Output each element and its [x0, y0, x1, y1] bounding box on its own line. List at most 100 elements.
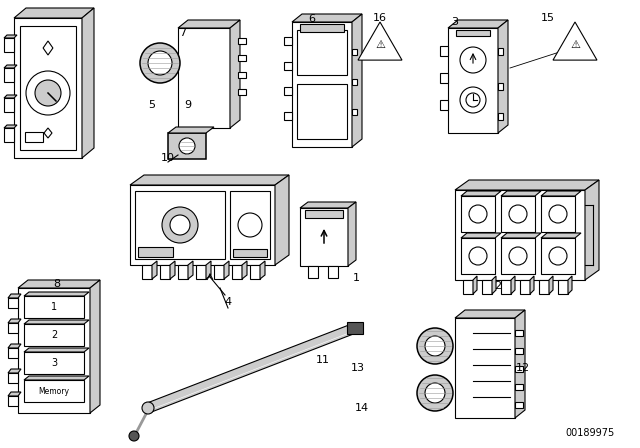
- Bar: [352, 109, 357, 115]
- Bar: [214, 265, 224, 279]
- Bar: [142, 265, 152, 279]
- Circle shape: [466, 93, 480, 107]
- Polygon shape: [440, 100, 448, 110]
- Bar: [292, 22, 352, 147]
- Bar: [515, 384, 523, 390]
- Polygon shape: [498, 20, 508, 133]
- Bar: [515, 330, 523, 336]
- Circle shape: [35, 80, 61, 106]
- Bar: [135, 191, 225, 259]
- Bar: [24, 352, 84, 374]
- Polygon shape: [448, 20, 508, 28]
- Bar: [230, 191, 270, 259]
- Circle shape: [417, 375, 453, 411]
- Polygon shape: [188, 261, 193, 279]
- Polygon shape: [8, 392, 21, 396]
- Polygon shape: [14, 8, 94, 18]
- Bar: [482, 280, 492, 294]
- Polygon shape: [260, 261, 265, 279]
- Bar: [352, 49, 357, 55]
- Polygon shape: [152, 261, 157, 279]
- Bar: [541, 238, 575, 274]
- Bar: [24, 324, 84, 346]
- Polygon shape: [4, 38, 14, 52]
- Text: 16: 16: [373, 13, 387, 23]
- Text: 2: 2: [495, 281, 502, 291]
- Polygon shape: [4, 35, 17, 38]
- Polygon shape: [440, 46, 448, 56]
- Polygon shape: [8, 369, 21, 373]
- Bar: [501, 196, 535, 232]
- Bar: [308, 266, 318, 278]
- Polygon shape: [230, 20, 240, 128]
- Bar: [178, 265, 188, 279]
- Polygon shape: [541, 191, 581, 196]
- Polygon shape: [292, 14, 362, 22]
- Bar: [461, 238, 495, 274]
- Circle shape: [142, 402, 154, 414]
- Text: 14: 14: [355, 403, 369, 413]
- Polygon shape: [352, 14, 362, 147]
- Bar: [25, 132, 43, 142]
- Bar: [196, 265, 206, 279]
- Polygon shape: [284, 87, 292, 95]
- Circle shape: [469, 247, 487, 265]
- Polygon shape: [44, 128, 52, 138]
- Circle shape: [469, 205, 487, 223]
- Circle shape: [509, 247, 527, 265]
- Circle shape: [179, 138, 195, 154]
- Polygon shape: [284, 62, 292, 70]
- Text: 8: 8: [53, 279, 61, 289]
- Polygon shape: [568, 276, 572, 294]
- Polygon shape: [8, 298, 18, 308]
- Polygon shape: [275, 175, 289, 265]
- Bar: [160, 265, 170, 279]
- Bar: [24, 296, 84, 318]
- Polygon shape: [206, 261, 211, 279]
- Circle shape: [148, 51, 172, 75]
- Bar: [238, 72, 246, 78]
- Polygon shape: [130, 175, 289, 185]
- Polygon shape: [284, 37, 292, 45]
- Polygon shape: [501, 233, 541, 238]
- Polygon shape: [549, 276, 553, 294]
- Bar: [178, 28, 230, 128]
- Text: 7: 7: [179, 28, 187, 38]
- Bar: [168, 133, 206, 159]
- Polygon shape: [284, 112, 292, 120]
- Polygon shape: [515, 310, 525, 418]
- Bar: [463, 280, 473, 294]
- Polygon shape: [511, 276, 515, 294]
- Polygon shape: [8, 344, 21, 348]
- Bar: [515, 348, 523, 354]
- Bar: [238, 55, 246, 61]
- Bar: [520, 280, 530, 294]
- Text: 1: 1: [51, 302, 57, 312]
- Bar: [456, 30, 490, 36]
- Polygon shape: [473, 276, 477, 294]
- Text: 3: 3: [51, 358, 57, 368]
- Text: 13: 13: [351, 363, 365, 373]
- Circle shape: [238, 213, 262, 237]
- Polygon shape: [24, 320, 89, 324]
- Bar: [455, 318, 515, 418]
- Polygon shape: [541, 233, 581, 238]
- Bar: [501, 280, 511, 294]
- Polygon shape: [501, 191, 541, 196]
- Polygon shape: [492, 276, 496, 294]
- Polygon shape: [553, 22, 597, 60]
- Text: 10: 10: [161, 153, 175, 163]
- Polygon shape: [440, 73, 448, 83]
- Polygon shape: [455, 310, 525, 318]
- Polygon shape: [168, 127, 214, 133]
- Circle shape: [460, 47, 486, 73]
- Polygon shape: [4, 65, 17, 68]
- Polygon shape: [224, 261, 229, 279]
- Circle shape: [425, 383, 445, 403]
- Polygon shape: [530, 276, 534, 294]
- Polygon shape: [358, 22, 402, 60]
- Bar: [300, 24, 344, 32]
- Bar: [232, 265, 242, 279]
- Bar: [539, 280, 549, 294]
- Polygon shape: [242, 261, 247, 279]
